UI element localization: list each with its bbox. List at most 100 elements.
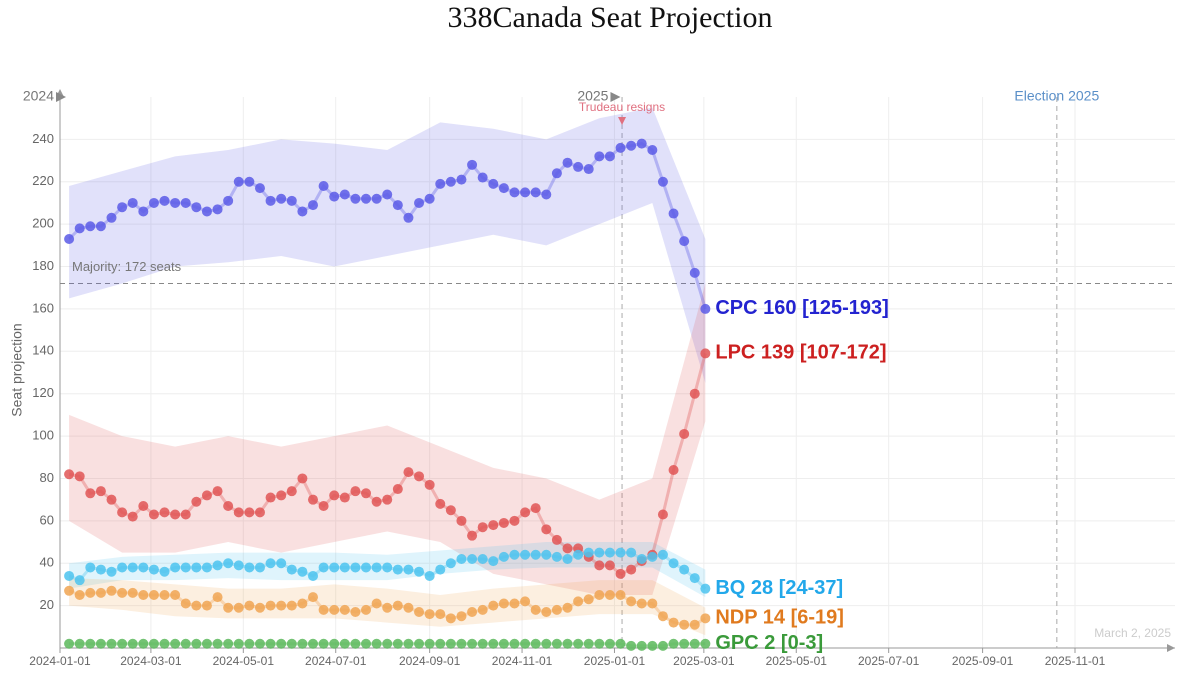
data-point xyxy=(700,613,711,624)
data-point xyxy=(318,638,329,649)
data-point xyxy=(403,467,414,478)
data-point xyxy=(212,486,223,497)
data-point xyxy=(276,558,287,569)
data-point xyxy=(244,507,255,518)
data-point xyxy=(541,189,552,200)
data-point xyxy=(657,509,668,520)
data-point xyxy=(647,598,658,609)
data-point xyxy=(170,562,181,573)
data-point xyxy=(392,638,403,649)
data-point xyxy=(371,562,382,573)
data-point xyxy=(223,638,234,649)
y-tick-label: 100 xyxy=(32,428,54,443)
data-point xyxy=(159,638,170,649)
y-tick-label: 80 xyxy=(40,470,54,485)
data-point xyxy=(361,604,372,615)
data-point xyxy=(551,551,562,562)
data-point xyxy=(647,144,658,155)
data-point xyxy=(530,549,541,560)
data-point xyxy=(361,488,372,499)
data-point xyxy=(254,638,265,649)
data-point xyxy=(668,638,679,649)
data-point xyxy=(254,602,265,613)
data-point xyxy=(382,602,393,613)
data-point xyxy=(212,638,223,649)
data-point xyxy=(541,549,552,560)
y-tick-label: 200 xyxy=(32,216,54,231)
data-point xyxy=(626,640,637,651)
data-point xyxy=(573,549,584,560)
data-point xyxy=(424,479,435,490)
data-point xyxy=(424,638,435,649)
data-point xyxy=(254,507,265,518)
data-point xyxy=(414,566,425,577)
data-point xyxy=(668,558,679,569)
data-point xyxy=(117,587,128,598)
data-point xyxy=(223,195,234,206)
data-point xyxy=(414,638,425,649)
data-point xyxy=(265,558,276,569)
event-label: Trudeau resigns xyxy=(579,100,665,114)
data-point xyxy=(403,212,414,223)
data-point xyxy=(201,206,212,217)
data-point xyxy=(138,562,149,573)
data-point xyxy=(530,638,541,649)
data-point xyxy=(64,638,75,649)
year-marker: 2025 xyxy=(577,88,608,104)
data-point xyxy=(679,619,690,630)
data-point xyxy=(604,547,615,558)
data-point xyxy=(520,187,531,198)
data-point xyxy=(626,596,637,607)
data-point xyxy=(233,507,244,518)
data-point xyxy=(361,193,372,204)
data-point xyxy=(297,473,308,484)
data-point xyxy=(488,638,499,649)
data-point xyxy=(477,522,488,533)
data-point xyxy=(307,494,318,505)
data-point xyxy=(117,507,128,518)
data-point xyxy=(456,553,467,564)
data-point xyxy=(456,638,467,649)
data-point xyxy=(212,560,223,571)
data-point xyxy=(467,638,478,649)
data-point xyxy=(127,197,138,208)
data-point xyxy=(286,195,297,206)
data-point xyxy=(276,490,287,501)
data-point xyxy=(477,604,488,615)
data-point xyxy=(106,494,117,505)
data-point xyxy=(350,193,361,204)
data-point xyxy=(498,517,509,528)
data-point xyxy=(594,560,605,571)
x-axis-arrow xyxy=(1167,644,1175,652)
data-point xyxy=(382,562,393,573)
data-point xyxy=(350,562,361,573)
data-point xyxy=(435,638,446,649)
data-point xyxy=(424,570,435,581)
data-point xyxy=(138,638,149,649)
data-point xyxy=(170,197,181,208)
points xyxy=(64,138,711,651)
data-point xyxy=(435,564,446,575)
data-point xyxy=(180,509,191,520)
data-point xyxy=(318,181,329,192)
x-tick-label: 2024-11-01 xyxy=(492,654,553,668)
data-point xyxy=(148,638,159,649)
data-point xyxy=(679,428,690,439)
data-point xyxy=(64,585,75,596)
data-point xyxy=(435,498,446,509)
data-point xyxy=(467,553,478,564)
data-point xyxy=(64,469,75,480)
y-axis-label: Seat projection xyxy=(9,323,25,416)
data-point xyxy=(541,524,552,535)
data-point xyxy=(350,486,361,497)
data-point xyxy=(318,562,329,573)
data-point xyxy=(700,348,711,359)
data-point xyxy=(85,488,96,499)
data-point xyxy=(392,484,403,495)
data-point xyxy=(456,174,467,185)
data-point xyxy=(615,638,626,649)
data-point xyxy=(403,638,414,649)
data-point xyxy=(371,496,382,507)
end-label: NDP 14 [6-19] xyxy=(715,607,844,629)
data-point xyxy=(329,490,340,501)
